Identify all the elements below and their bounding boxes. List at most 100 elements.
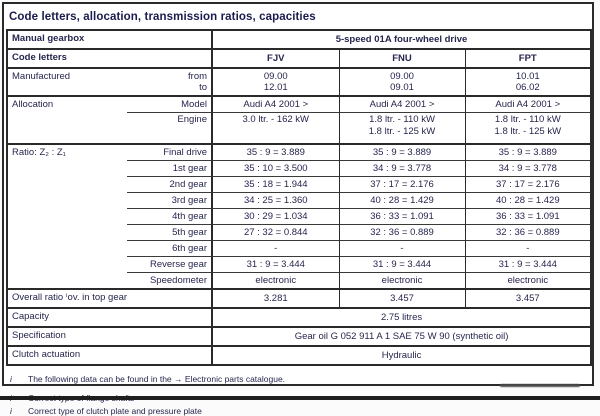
manufactured-fnu-from: 09.00	[390, 70, 414, 82]
clutch-actuation-label: Clutch actuation	[7, 345, 213, 365]
ratio-value-cell: electronic	[464, 272, 592, 289]
manufactured-fjv: 09.00 12.01	[211, 67, 340, 96]
code-letter-fjv: FJV	[211, 48, 340, 68]
code-letter-fnu: FNU	[338, 48, 466, 68]
ratio-value-cell: 35 : 9 = 3.889	[338, 143, 466, 161]
ratio-value-cell: 32 : 36 = 0.889	[464, 224, 592, 241]
engine-fjv: 3.0 ltr. - 162 kW	[211, 111, 340, 144]
overall-ratio-fpt: 3.457	[464, 288, 592, 308]
ratio-value-cell: 27 : 32 = 0.844	[211, 224, 340, 241]
ratio-value-cell: 34 : 25 = 1.360	[211, 192, 340, 209]
table-row: Allocation Model Audi A4 2001 > Audi A4 …	[7, 95, 592, 144]
table-row: Overall ratio ⁱov. in top gear 3.281 3.4…	[7, 288, 592, 308]
model-fjv: Audi A4 2001 >	[211, 95, 340, 112]
table-row: Manual gearbox 5-speed 01A four-wheel dr…	[7, 30, 592, 49]
ratio-value-cell: 31 : 9 = 3.444	[211, 256, 340, 273]
overall-ratio-label: Overall ratio ⁱov. in top gear	[7, 288, 213, 308]
table-row: 1st gear 35 : 10 = 3.500 34 : 9 = 3.778 …	[7, 160, 592, 177]
engine-fnu-line2: 1.8 ltr. - 125 kW	[368, 125, 436, 137]
model-label: Model	[127, 95, 213, 112]
ratio-value-cell: 32 : 36 = 0.889	[338, 224, 466, 241]
table-row: Manufactured from to 09.00 12.01 09.00 0…	[7, 67, 592, 96]
model-fpt: Audi A4 2001 >	[464, 95, 592, 112]
ratio-value-cell: 34 : 9 = 3.778	[338, 160, 466, 177]
overall-ratio-fnu: 3.457	[338, 288, 466, 308]
manufactured-fpt-to: 06.02	[515, 82, 540, 93]
ratio-value-cell: -	[464, 240, 592, 257]
ratio-value-cell: 31 : 9 = 3.444	[338, 256, 466, 273]
ratio-value-cell: 34 : 9 = 3.778	[464, 160, 592, 177]
manufactured-fnu-to: 09.01	[390, 82, 414, 93]
ratio-value-cell: 35 : 10 = 3.500	[211, 160, 340, 177]
ratio-value-cell: -	[338, 240, 466, 257]
gear-row-label: Speedometer	[127, 272, 213, 289]
allocation-label: Allocation	[7, 95, 127, 144]
footnotes: i The following data can be found in the…	[10, 374, 586, 416]
specification-value: Gear oil G 052 911 A 1 SAE 75 W 90 (synt…	[211, 326, 592, 346]
footnote: i Correct type of clutch plate and press…	[10, 406, 586, 416]
to-label: to	[199, 82, 208, 93]
table-row: 4th gear 30 : 29 = 1.034 36 : 33 = 1.091…	[7, 208, 592, 225]
gearbox-spec-table: Manual gearbox 5-speed 01A four-wheel dr…	[6, 29, 593, 366]
footnote: i The following data can be found in the…	[10, 374, 586, 384]
engine-fpt-line1: 1.8 ltr. - 110 kW	[494, 114, 561, 125]
overall-ratio-fjv: 3.281	[211, 288, 340, 308]
ratio-value-cell: 37 : 17 = 2.176	[338, 176, 466, 193]
manufactured-fjv-to: 12.01	[263, 82, 288, 93]
gear-row-label: 6th gear	[127, 240, 213, 257]
ratio-value-cell: 31 : 9 = 3.444	[464, 256, 592, 273]
manufactured-fpt: 10.01 06.02	[464, 67, 592, 96]
gear-row-label: 4th gear	[127, 208, 213, 225]
ratio-value-cell: 35 : 9 = 3.889	[464, 143, 592, 161]
ratio-value-cell: electronic	[211, 272, 340, 289]
gear-row-label: 2nd gear	[127, 176, 213, 193]
engine-label: Engine	[127, 111, 213, 144]
table-row: 3rd gear 34 : 25 = 1.360 40 : 28 = 1.429…	[7, 192, 592, 209]
table-row: 6th gear - - -	[7, 240, 592, 257]
gear-row-label: 3rd gear	[127, 192, 213, 209]
ratio-value-cell: 36 : 33 = 1.091	[338, 208, 466, 225]
table-row: 5th gear 27 : 32 = 0.844 32 : 36 = 0.889…	[7, 224, 592, 241]
table-row: Clutch actuation Hydraulic	[7, 345, 592, 365]
code-letter-fpt: FPT	[464, 48, 592, 68]
footnote-text: Correct type of clutch plate and pressur…	[28, 406, 202, 416]
page-title: Code letters, allocation, transmission r…	[9, 11, 316, 23]
table-row: 2nd gear 35 : 18 = 1.944 37 : 17 = 2.176…	[7, 176, 592, 193]
ratio-value-cell: 36 : 33 = 1.091	[464, 208, 592, 225]
scan-bottom-edge	[0, 396, 600, 400]
ratio-label: Ratio: Z₂ : Z₁	[7, 143, 127, 289]
gear-row-label: Final drive	[127, 143, 213, 161]
ratio-value-cell: 37 : 17 = 2.176	[464, 176, 592, 193]
ratio-value-cell: 40 : 28 = 1.429	[464, 192, 592, 209]
gear-row-label: Reverse gear	[127, 256, 213, 273]
table-row: Ratio: Z₂ : Z₁ Final drive 35 : 9 = 3.88…	[7, 143, 592, 289]
table-row: Code letters FJV FNU FPT	[7, 48, 592, 68]
footnote-marker: i	[10, 374, 12, 384]
clutch-actuation-value: Hydraulic	[211, 345, 592, 365]
specification-label: Specification	[7, 326, 213, 346]
gear-row-label: 1st gear	[127, 160, 213, 177]
manufactured-fpt-from: 10.01	[515, 70, 540, 82]
table-row: Speedometer electronic electronic electr…	[7, 272, 592, 289]
gear-row-label: 5th gear	[127, 224, 213, 241]
table-row: Capacity 2.75 litres	[7, 307, 592, 327]
engine-fpt: 1.8 ltr. - 110 kW 1.8 ltr. - 125 kW	[464, 111, 592, 144]
engine-fnu-line1: 1.8 ltr. - 110 kW	[369, 114, 435, 125]
ratio-value-cell: 30 : 29 = 1.034	[211, 208, 340, 225]
ratio-value-cell: 35 : 9 = 3.889	[211, 143, 340, 161]
manufactured-fnu: 09.00 09.01	[338, 67, 466, 96]
table-row: Engine 3.0 ltr. - 162 kW 1.8 ltr. - 110 …	[7, 111, 592, 144]
table-row: Specification Gear oil G 052 911 A 1 SAE…	[7, 326, 592, 346]
manual-gearbox-label: Manual gearbox	[12, 32, 85, 44]
manufactured-label: Manufactured	[7, 67, 127, 96]
manufactured-sub-labels: from to	[127, 67, 213, 96]
from-label: from	[188, 70, 208, 82]
ratio-value-cell: 40 : 28 = 1.429	[338, 192, 466, 209]
engine-fjv-line1: 3.0 ltr. - 162 kW	[242, 114, 310, 125]
ratio-value-cell: -	[211, 240, 340, 257]
footnote-text: The following data can be found in the →…	[28, 374, 286, 384]
drive-type-header: 5-speed 01A four-wheel drive	[211, 30, 592, 49]
footnote-marker: i	[10, 406, 12, 416]
engine-fnu: 1.8 ltr. - 110 kW 1.8 ltr. - 125 kW	[338, 111, 466, 144]
